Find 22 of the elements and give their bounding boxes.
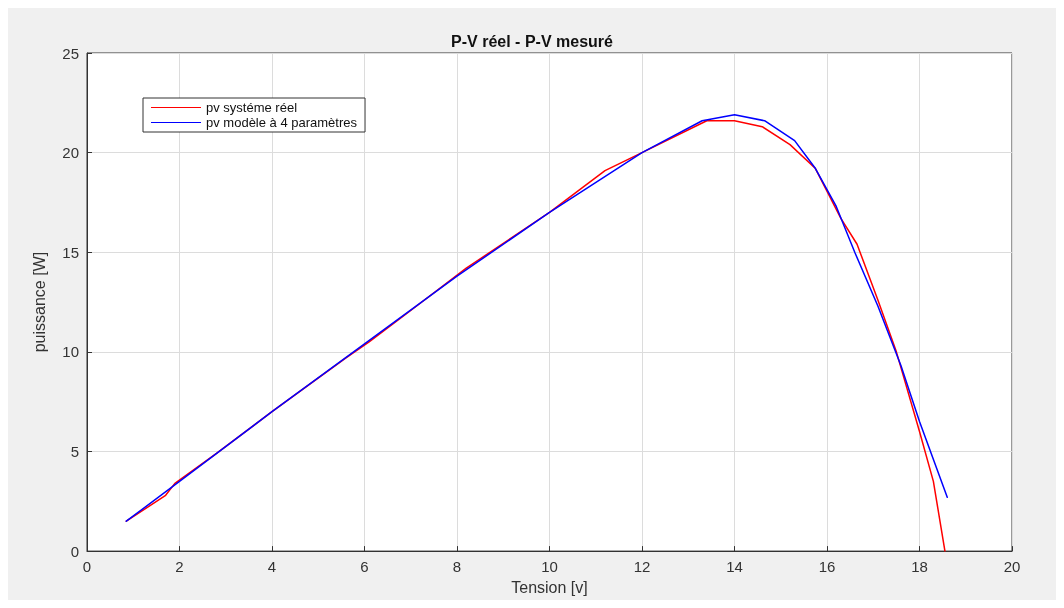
x-tick-label: 10 [541, 558, 558, 576]
x-tick-label: 0 [82, 558, 92, 576]
y-tick-label: 5 [70, 442, 79, 460]
y-axis-title: puissance [W] [30, 251, 48, 353]
x-tick-label: 8 [452, 558, 462, 576]
y-tick-label: 25 [62, 44, 79, 62]
x-axis-title: Tension [v] [511, 578, 588, 596]
x-tick-label: 6 [360, 558, 369, 576]
x-tick-label: 2 [175, 558, 184, 576]
x-tick-label: 18 [911, 558, 928, 576]
y-tick-label: 0 [70, 542, 79, 560]
y-tick-label: 15 [62, 243, 79, 261]
legend-label: pv systéme réel [206, 100, 298, 115]
x-tick-label: 4 [267, 558, 277, 576]
legend-label: pv modèle à 4 paramètres [206, 115, 358, 130]
x-tick-label: 12 [633, 558, 651, 576]
x-tick-label: 16 [818, 558, 836, 576]
x-tick-label: 14 [726, 558, 743, 576]
chart-title: P-V réel - P-V mesuré [451, 32, 614, 50]
x-tick-label: 20 [1003, 558, 1021, 576]
y-tick-label: 20 [62, 144, 79, 162]
y-tick-label: 10 [62, 343, 79, 361]
